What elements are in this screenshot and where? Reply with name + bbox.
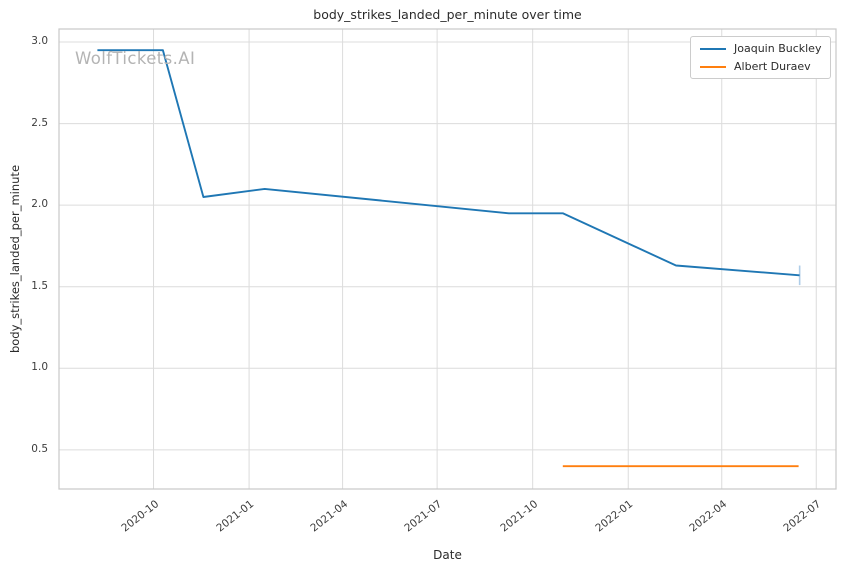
- y-tick-label: 2.5: [31, 116, 48, 129]
- legend-label: Albert Duraev: [734, 60, 811, 73]
- legend-line-swatch-orange: [700, 65, 726, 68]
- y-tick-label: 1.0: [31, 361, 48, 374]
- plot-border: [58, 28, 837, 490]
- legend-label: Joaquin Buckley: [734, 42, 822, 55]
- legend-line-swatch-blue: [700, 47, 726, 50]
- chart-title: body_strikes_landed_per_minute over time: [313, 7, 582, 22]
- y-tick-label: 3.0: [31, 35, 48, 48]
- legend-item-joaquin-buckley: Joaquin Buckley: [700, 42, 821, 55]
- legend: Joaquin Buckley Albert Duraev: [690, 36, 832, 79]
- watermark: WolfTickets.AI: [75, 49, 196, 68]
- y-tick-label: 2.0: [31, 198, 48, 211]
- y-tick-label: 1.5: [31, 279, 48, 292]
- y-axis-label: body_strikes_landed_per_minute: [8, 164, 22, 354]
- legend-item-albert-duraev: Albert Duraev: [700, 60, 821, 73]
- y-tick-label: 0.5: [31, 442, 48, 455]
- x-axis-label: Date: [433, 548, 462, 562]
- series-line-joaquin-buckley: [97, 49, 800, 277]
